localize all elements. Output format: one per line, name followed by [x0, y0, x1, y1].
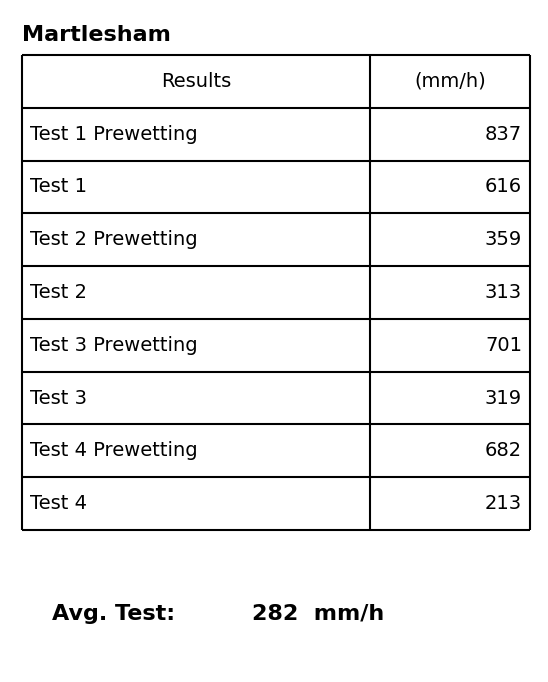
Text: Martlesham: Martlesham	[22, 25, 171, 45]
Text: Test 4 Prewetting: Test 4 Prewetting	[30, 441, 198, 460]
Text: (mm/h): (mm/h)	[414, 72, 486, 91]
Text: 837: 837	[485, 125, 522, 144]
Text: Test 1: Test 1	[30, 177, 87, 196]
Text: 682: 682	[485, 441, 522, 460]
Text: 616: 616	[485, 177, 522, 196]
Text: Test 1 Prewetting: Test 1 Prewetting	[30, 125, 198, 144]
Text: 313: 313	[485, 283, 522, 302]
Text: 282  mm/h: 282 mm/h	[252, 604, 384, 623]
Text: Results: Results	[161, 72, 231, 91]
Text: Test 4: Test 4	[30, 494, 87, 513]
Text: Avg. Test:: Avg. Test:	[52, 604, 175, 623]
Text: 319: 319	[485, 389, 522, 408]
Text: Test 3 Prewetting: Test 3 Prewetting	[30, 336, 198, 355]
Text: 701: 701	[485, 336, 522, 355]
Text: Test 2 Prewetting: Test 2 Prewetting	[30, 231, 198, 249]
Text: 359: 359	[485, 231, 522, 249]
Text: Test 3: Test 3	[30, 389, 87, 408]
Text: Test 2: Test 2	[30, 283, 87, 302]
Text: 213: 213	[485, 494, 522, 513]
